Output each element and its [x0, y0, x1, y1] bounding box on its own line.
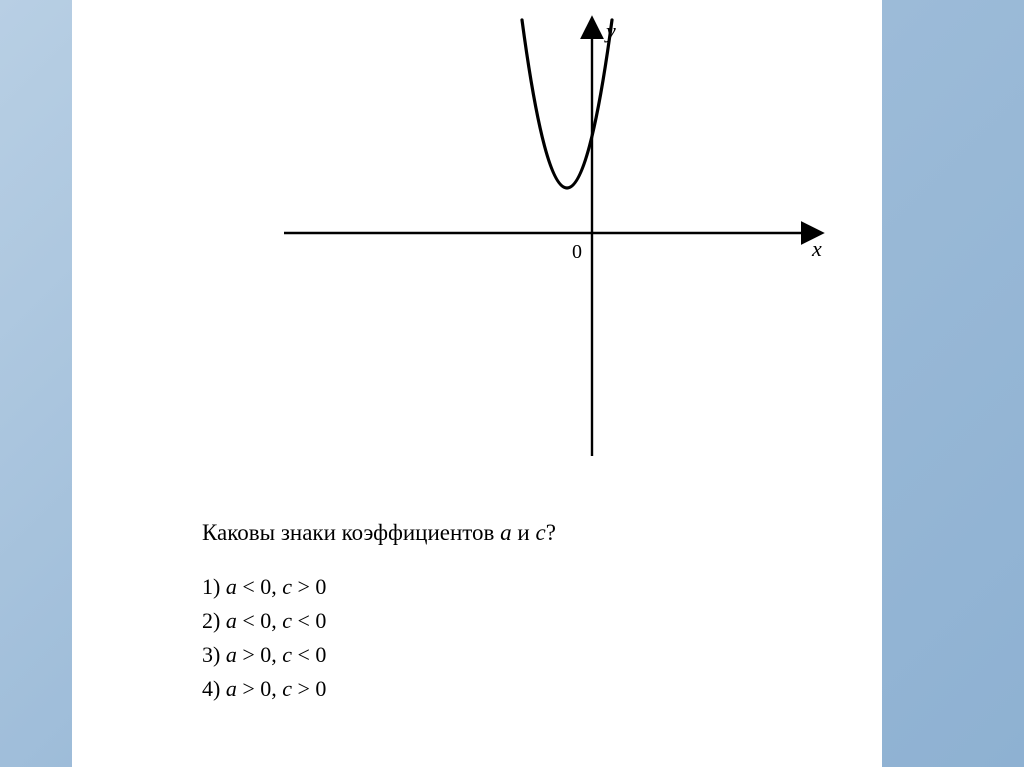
- content-card: x y 0 Каковы знаки коэффициентов a и c? 1)…: [72, 0, 882, 767]
- svg-text:y: y: [604, 18, 616, 43]
- coordinate-graph: x y 0: [272, 8, 832, 468]
- slide-background: x y 0 Каковы знаки коэффициентов a и c? 1)…: [0, 0, 1024, 767]
- question-suffix: ?: [546, 520, 556, 545]
- question-var-a: a: [500, 520, 512, 545]
- answer-option: 2) a < 0, c < 0: [202, 604, 326, 638]
- question-var-c: c: [535, 520, 545, 545]
- answer-option: 4) a > 0, c > 0: [202, 672, 326, 706]
- answer-option: 1) a < 0, c > 0: [202, 570, 326, 604]
- svg-text:x: x: [811, 236, 822, 261]
- answer-options: 1) a < 0, c > 02) a < 0, c < 03) a > 0, …: [202, 570, 326, 706]
- question-prefix: Каковы знаки коэффициентов: [202, 520, 500, 545]
- answer-option: 3) a > 0, c < 0: [202, 638, 326, 672]
- svg-text:0: 0: [572, 241, 582, 263]
- question-text: Каковы знаки коэффициентов a и c?: [202, 520, 556, 546]
- question-mid: и: [512, 520, 536, 545]
